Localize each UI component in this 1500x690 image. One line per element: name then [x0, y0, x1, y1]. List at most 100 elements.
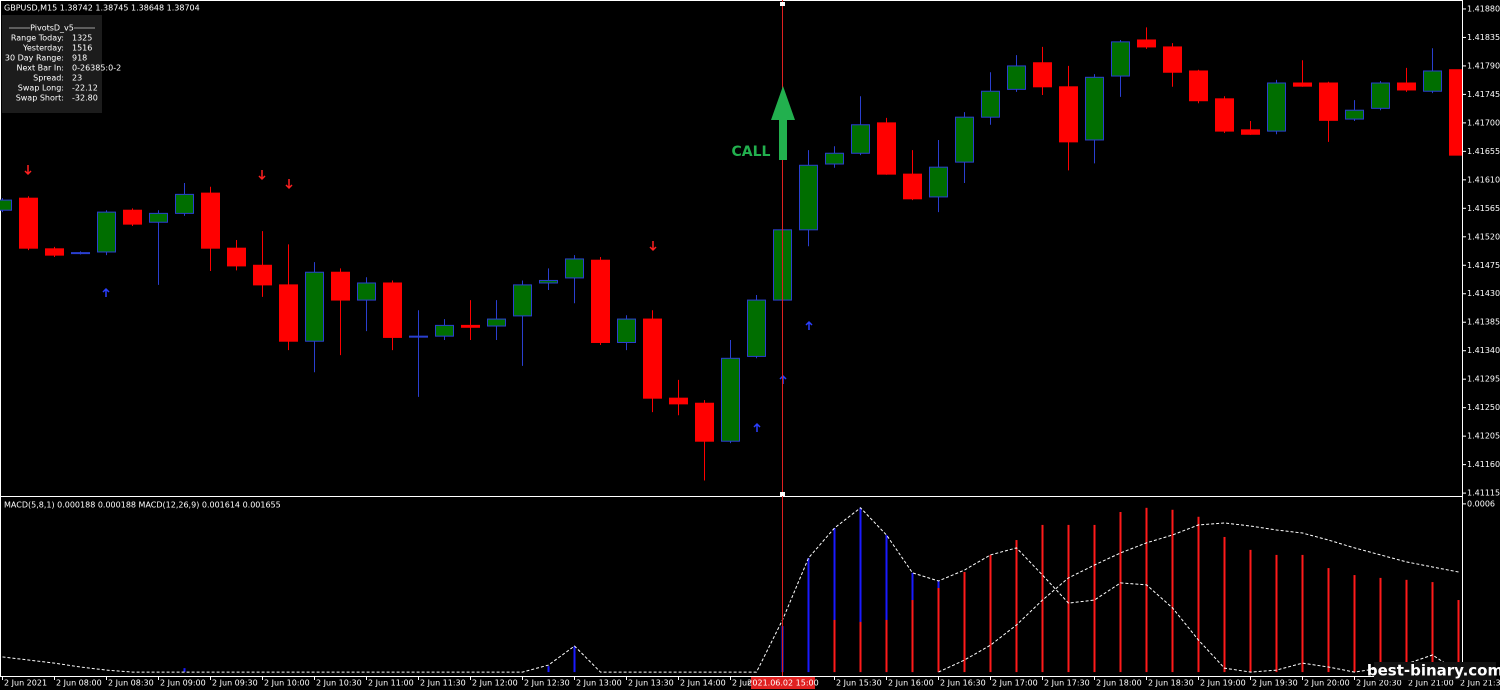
info-title: PivotsD_v5 [30, 24, 74, 33]
candle-body [1163, 46, 1182, 73]
candle-body [19, 197, 38, 249]
candle-body [71, 252, 90, 255]
info-label: Yesterday: [22, 44, 64, 53]
x-tick-label: 2 Jun 21:00 [1408, 679, 1454, 688]
up-arrow [102, 287, 110, 297]
call-arrow [771, 86, 795, 160]
call-label: CALL [732, 144, 771, 160]
candle-body [565, 258, 584, 279]
info-value: -32.80 [72, 94, 98, 103]
info-value: 1516 [72, 44, 92, 53]
histogram-bar [1249, 549, 1252, 673]
histogram-bar [1379, 577, 1382, 673]
x-tick-label: 2 Jun 14:00 [680, 679, 726, 688]
candle-body [539, 279, 558, 284]
x-tick-label: 2 Jun 19:00 [1200, 679, 1246, 688]
down-arrow [258, 170, 266, 181]
y-tick-label: 1.41790 [1467, 61, 1500, 70]
y-tick-label: 1.41700 [1467, 118, 1500, 127]
x-tick-label: 2 Jun 08:30 [108, 679, 154, 688]
y-tick-label: 1.41655 [1467, 147, 1500, 156]
candle-body [1085, 76, 1104, 141]
candle-body [669, 397, 688, 405]
histogram-bar [547, 666, 550, 673]
y-tick-label: 1.41565 [1467, 204, 1500, 213]
info-label: Next Bar In: [16, 64, 64, 73]
down-arrow [649, 241, 657, 252]
signal-arrows [24, 165, 813, 432]
symbol-line: GBPUSD,M15 1.38742 1.38745 1.38648 1.387… [4, 4, 200, 13]
x-tick-label: 2 Jun 20:00 [1304, 679, 1350, 688]
histogram-bar [885, 535, 888, 673]
histogram-bar [989, 554, 992, 673]
info-label: Swap Long: [18, 84, 64, 93]
y-tick-label: 1.41205 [1467, 432, 1500, 441]
x-tick-label: 2 Jun 09:00 [160, 679, 206, 688]
x-tick-label: 2 Jun 21:30 [1460, 679, 1500, 688]
histogram-bar [859, 507, 862, 673]
histogram-bar [1041, 524, 1044, 673]
x-tick-label: 2 Jun 11:30 [420, 679, 466, 688]
candle-body [1293, 82, 1312, 87]
down-arrow [24, 165, 32, 176]
x-tick-label: 2 Jun 20:30 [1356, 679, 1402, 688]
crosshair-handle [780, 2, 785, 6]
candle-body [981, 90, 1000, 118]
candle-body [929, 166, 948, 198]
candle-body [747, 299, 766, 357]
y-tick-label: 1.41475 [1467, 261, 1500, 270]
info-label: Range Today: [11, 34, 64, 43]
candle-body [1267, 82, 1286, 132]
candle-body [227, 247, 246, 267]
candle-body [45, 248, 64, 256]
candle-body [279, 284, 298, 342]
watermark: best-binary.com [1367, 662, 1500, 680]
y-tick-label: 1.41160 [1467, 460, 1500, 469]
x-tick-label: 2 Jun 13:00 [576, 679, 622, 688]
x-tick-label: 2 Jun 19:30 [1252, 679, 1298, 688]
y-tick-label: 1.41835 [1467, 33, 1500, 42]
candle-body [305, 271, 324, 342]
histogram-bar [1275, 554, 1278, 673]
x-tick-label: 2 Jun 12:30 [524, 679, 570, 688]
up-arrow [805, 320, 813, 330]
info-value: -22.12 [72, 84, 98, 93]
histogram-bar [1093, 524, 1096, 673]
y-tick-label: 1.41610 [1467, 175, 1500, 184]
candle-body [825, 152, 844, 165]
candle-body [487, 318, 506, 327]
x-tick-label: 2 Jun 17:00 [992, 679, 1038, 688]
candle-body [461, 324, 480, 328]
signal-line [938, 522, 1459, 673]
histogram-bar [807, 557, 810, 673]
y-tick-label: 1.41385 [1467, 318, 1500, 327]
x-tick-label: 2 Jun 16:00 [888, 679, 934, 688]
histogram-bar [1197, 516, 1200, 673]
crosshair-handle [780, 492, 785, 496]
info-value: 1325 [72, 34, 92, 43]
histogram-bar [183, 668, 186, 673]
x-tick-label: 2 Jun 17:30 [1044, 679, 1090, 688]
axes: 1.41880 1.41835 1.41790 1.41745 1.41700 1.416… [2, 4, 1500, 688]
candle-body [1215, 98, 1234, 132]
x-tick-label: 2 Jun 11:00 [368, 679, 414, 688]
y-tick-label: 1.41250 [1467, 403, 1500, 412]
candle-body [1345, 109, 1364, 120]
x-tick-label: 2 Jun 12:00 [472, 679, 518, 688]
watermark-bg [1374, 662, 1496, 680]
histogram-bar [859, 621, 862, 673]
x-tick-label: 2 Jun 08:00 [56, 679, 102, 688]
candle-body [97, 211, 116, 253]
y-tick-label: 1.41520 [1467, 232, 1500, 241]
x-tick-label: 2 Jun 18:30 [1148, 679, 1194, 688]
histogram-bar [833, 619, 836, 673]
histogram-bar [1431, 582, 1434, 673]
candle-body [175, 193, 194, 214]
signal-line [2, 507, 1459, 673]
candle-body [201, 192, 220, 249]
price-panel [0, 27, 1462, 481]
info-rows: Range Today: 1325 Yesterday: 1516 30 Day Ran… [5, 34, 121, 103]
candle-body [331, 271, 350, 301]
candle-body [0, 199, 12, 211]
candle-body [643, 318, 662, 399]
